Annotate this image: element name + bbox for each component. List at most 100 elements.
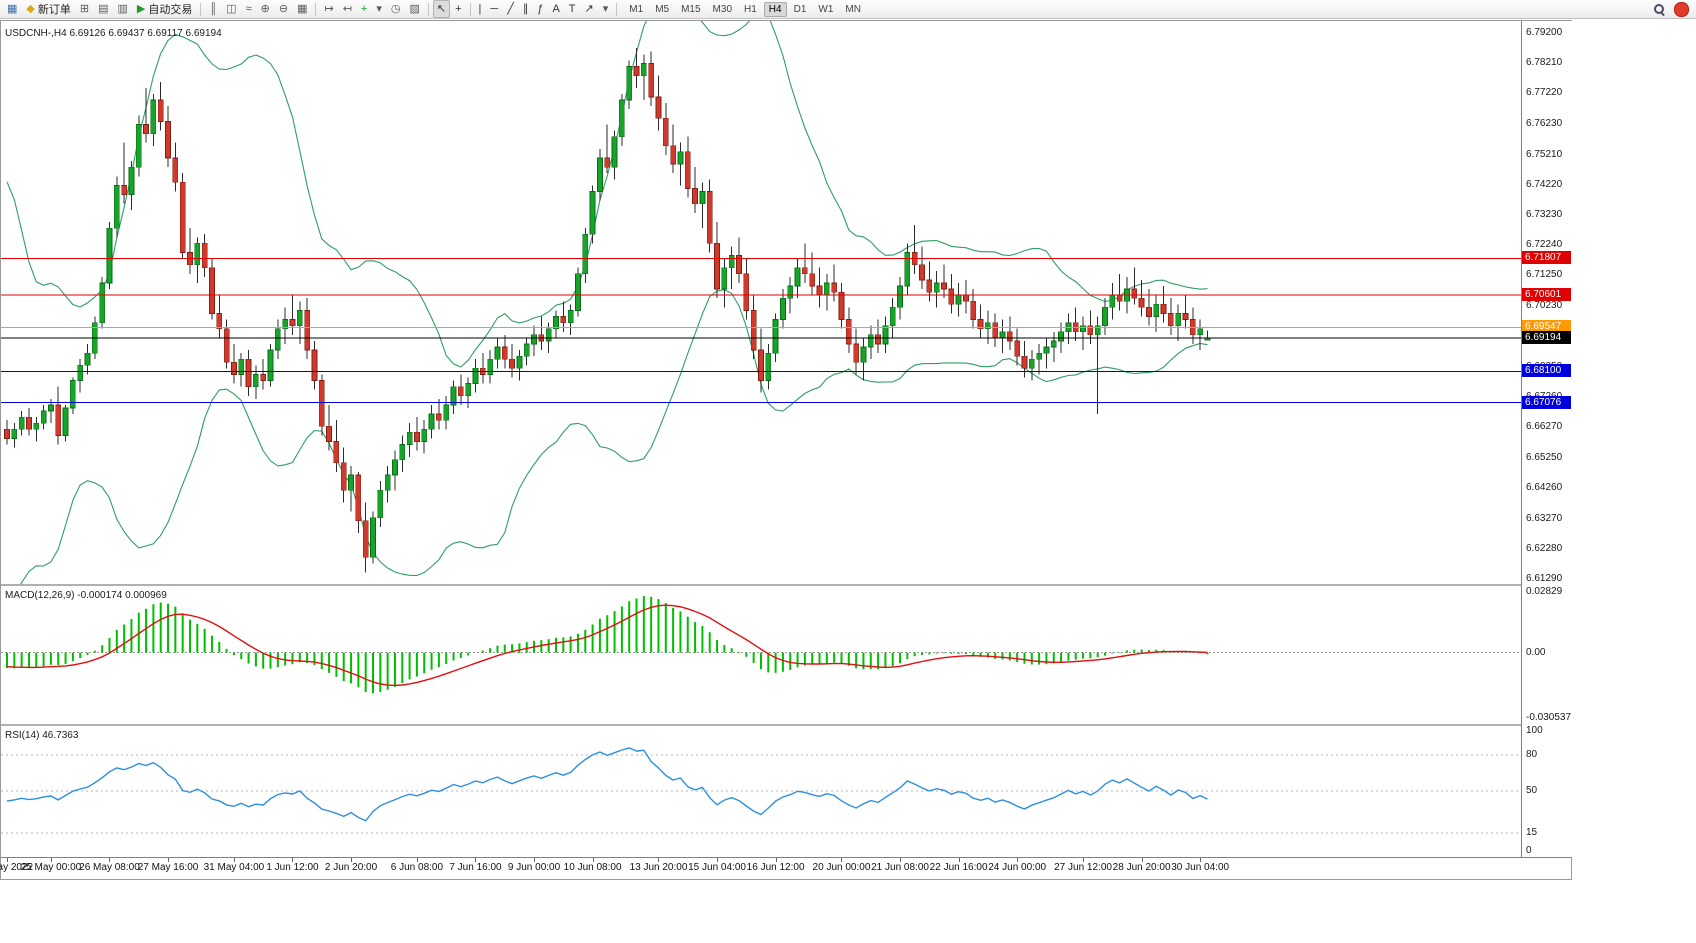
fibonacci-icon: ƒ: [537, 3, 544, 15]
channel-icon: ∥: [522, 3, 529, 15]
time-label: 25 May 00:00: [20, 862, 82, 873]
data-window-icon[interactable]: ▤: [94, 0, 112, 18]
bollinger-lower-line: [19, 289, 1208, 584]
macd-histogram: [6, 596, 1209, 694]
alert-badge[interactable]: [1674, 1, 1689, 17]
timeframe-m1[interactable]: M1: [629, 3, 644, 15]
add-indicator-icon: +: [360, 3, 368, 15]
price-tag-support[interactable]: 6.67076: [1522, 395, 1571, 409]
trendline-button[interactable]: ╱: [503, 0, 518, 18]
chart-window-icon-icon: ▦: [7, 3, 18, 15]
time-label: 30 Jun 04:00: [1171, 862, 1230, 873]
chart-shift-icon: ↤: [342, 3, 352, 15]
crosshair-button[interactable]: +: [451, 0, 465, 18]
arrows-button[interactable]: ↗: [581, 0, 598, 18]
indicator-dropdown[interactable]: ▾: [372, 0, 386, 18]
tile-windows-button[interactable]: ▦: [293, 0, 311, 18]
chart-window-icon[interactable]: ▦: [3, 0, 21, 18]
text-button[interactable]: A: [548, 0, 563, 18]
market-watch-icon[interactable]: ⊞: [76, 0, 93, 18]
zoom-out-button[interactable]: ⊖: [275, 0, 292, 18]
price-tag-current-price[interactable]: 6.69194: [1522, 331, 1571, 345]
tile-windows-icon: ▦: [297, 3, 308, 15]
zoom-in-button[interactable]: ⊕: [257, 0, 274, 18]
line-chart-icon: ≈: [245, 3, 252, 15]
autotrade-button[interactable]: ▶ 自动交易: [133, 0, 196, 18]
timeframe-mn[interactable]: MN: [845, 3, 861, 15]
new-order-button-label: 新订单: [37, 4, 71, 16]
horizontal-line-button[interactable]: ─: [486, 0, 502, 18]
panel-separator-rsi[interactable]: [1, 724, 1571, 726]
timeframe-m15[interactable]: M15: [681, 3, 701, 15]
zoom-out-icon: ⊖: [278, 3, 289, 15]
arrows-dropdown[interactable]: ▾: [599, 0, 613, 18]
autotrade-button-label: 自动交易: [148, 4, 193, 16]
cursor-icon: ↖: [436, 3, 447, 15]
time-label: 5 May 2022: [0, 862, 34, 873]
timeframe-m5[interactable]: M5: [655, 3, 670, 15]
add-indicator-button[interactable]: +: [357, 0, 371, 18]
timeframe-m30[interactable]: M30: [712, 3, 732, 15]
timeframe-toolbar: M1 M5 M15 M30 H1 H4 D1 W1 MN: [624, 1, 866, 17]
price-tag-support[interactable]: 6.68100: [1522, 364, 1571, 378]
panel-separator-macd[interactable]: [1, 584, 1571, 586]
label-button[interactable]: T: [565, 0, 580, 18]
price-axis-label: 6.63270: [1526, 512, 1563, 524]
price-axis-label: 6.61290: [1526, 573, 1563, 584]
time-label: 28 Jun 20:00: [1112, 862, 1171, 873]
fibonacci-button[interactable]: ƒ: [533, 0, 547, 18]
rsi-axis-label: 0: [1526, 845, 1532, 856]
price-axis-label: 6.75210: [1526, 148, 1563, 160]
macd-panel-canvas[interactable]: [1, 586, 1521, 724]
time-label: 9 Jun 00:00: [507, 862, 561, 873]
time-tick: [50, 858, 52, 862]
time-label: 21 Jun 08:00: [871, 862, 929, 873]
channel-button[interactable]: ∥: [519, 0, 533, 18]
navigator-icon[interactable]: ▥: [114, 0, 132, 18]
price-axis-label: 6.64260: [1526, 482, 1563, 494]
time-tick: [592, 858, 594, 862]
price-chart-canvas[interactable]: [1, 21, 1521, 584]
price-tag-resistance[interactable]: 6.71807: [1522, 251, 1571, 265]
time-tick: [775, 858, 777, 862]
time-tick: [233, 858, 235, 862]
time-tick: [1141, 858, 1143, 862]
time-tick: [717, 858, 719, 862]
price-tag-resistance[interactable]: 6.70601: [1522, 288, 1571, 302]
time-label: 6 Jun 08:00: [390, 862, 444, 873]
cursor-button[interactable]: ↖: [432, 0, 451, 18]
label-icon: T: [568, 3, 576, 15]
price-axis-label: 6.65250: [1526, 452, 1563, 464]
rsi-axis-label: 80: [1526, 749, 1538, 760]
time-tick: [292, 858, 294, 862]
time-tick: [1083, 858, 1085, 862]
search-icon[interactable]: [1653, 3, 1666, 16]
timeframe-w1[interactable]: W1: [818, 3, 834, 15]
time-tick: [351, 858, 353, 862]
timeframe-d1[interactable]: D1: [793, 3, 807, 15]
candle-chart-button[interactable]: ◫: [222, 0, 240, 18]
time-tick: [7, 858, 8, 862]
chart-shift-button[interactable]: ↤: [339, 0, 356, 18]
chart-window: USDCNH-,H4 6.69126 6.69437 6.69117 6.691…: [0, 20, 1572, 880]
rsi-panel-canvas[interactable]: [1, 726, 1521, 856]
auto-scroll-button[interactable]: ↦: [320, 0, 337, 18]
price-axis[interactable]: 6.79200 6.78210 6.77220 6.76230 6.75210 6.742…: [1521, 21, 1572, 857]
line-chart-button[interactable]: ≈: [242, 0, 256, 18]
toolbar-separator: [200, 2, 202, 16]
bar-chart-button[interactable]: ║: [205, 0, 221, 18]
bollinger-bands: [6, 21, 1208, 584]
new-order-button[interactable]: ◆ 新订单: [22, 0, 74, 18]
time-tick: [841, 858, 843, 862]
toolbar-separator: [427, 2, 429, 16]
period-dropdown[interactable]: ◷: [387, 0, 405, 18]
price-tag-alert[interactable]: 6.69547: [1522, 320, 1571, 334]
toolbar-separator: [469, 2, 471, 16]
timeframe-h4[interactable]: H4: [763, 1, 787, 17]
timeframe-h1[interactable]: H1: [744, 3, 757, 15]
time-label: 7 Jun 16:00: [449, 862, 502, 873]
vertical-line-button[interactable]: |: [475, 0, 486, 18]
template-dropdown[interactable]: ▨: [405, 0, 423, 18]
